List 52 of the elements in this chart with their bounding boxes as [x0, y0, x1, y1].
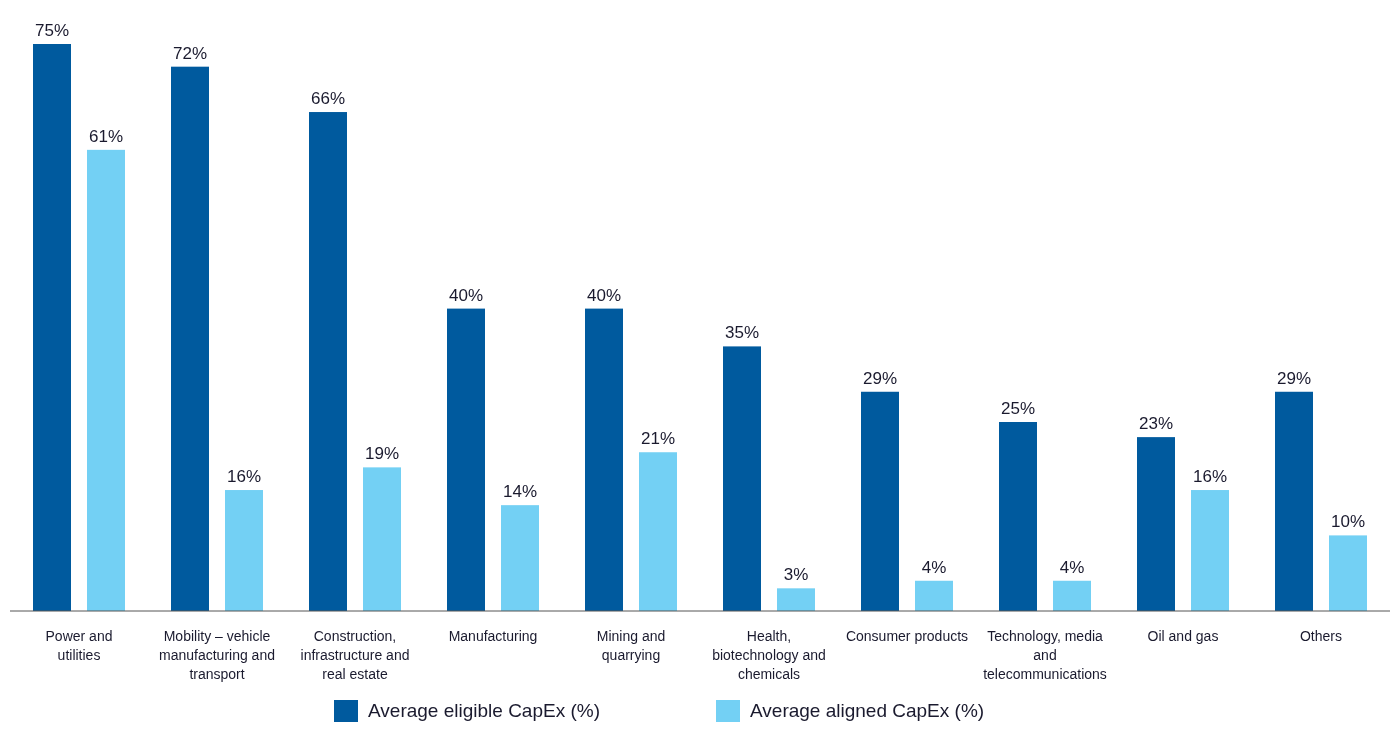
- bar: [777, 588, 815, 611]
- data-label: 10%: [1330, 512, 1366, 532]
- data-label: 19%: [364, 444, 400, 464]
- bar: [723, 346, 761, 611]
- legend-label: Average eligible CapEx (%): [368, 700, 600, 721]
- bar: [33, 44, 71, 611]
- x-tick-label: Construction, infrastructure and real estate: [300, 628, 410, 682]
- data-label: 29%: [1276, 368, 1312, 388]
- bar: [309, 112, 347, 611]
- bar: [861, 391, 899, 611]
- x-tick-label: Technology, media and telecommunications: [983, 628, 1107, 682]
- data-label: 29%: [862, 368, 898, 388]
- data-label: 61%: [88, 126, 124, 146]
- data-label: 23%: [1138, 414, 1174, 434]
- data-label: 16%: [226, 467, 262, 487]
- data-label: 14%: [502, 482, 538, 502]
- x-tick-label: Health, biotechnology and chemicals: [712, 628, 826, 682]
- data-label: 72%: [172, 43, 208, 63]
- data-label: 3%: [783, 565, 809, 585]
- bar: [585, 308, 623, 611]
- x-tick-label: Mining and quarrying: [596, 628, 666, 663]
- x-tick-label: Others: [1299, 628, 1343, 644]
- x-tick-label: Manufacturing: [448, 628, 538, 644]
- data-label: 4%: [1059, 557, 1085, 577]
- data-label: 40%: [448, 285, 484, 305]
- data-label: 40%: [586, 285, 622, 305]
- x-tick-label: Power and utilities: [45, 628, 113, 663]
- data-label: 16%: [1192, 467, 1228, 487]
- bar: [1053, 580, 1091, 611]
- data-label: 75%: [34, 21, 70, 40]
- bar: [1191, 490, 1229, 611]
- data-label: 25%: [1000, 399, 1036, 418]
- bar: [999, 422, 1037, 611]
- bar: [1329, 535, 1367, 611]
- bar: [447, 308, 485, 611]
- x-tick-label: Oil and gas: [1147, 628, 1219, 644]
- data-label: 35%: [724, 323, 760, 343]
- bar: [639, 452, 677, 611]
- x-tick-label: Consumer products: [845, 628, 969, 644]
- bar: [915, 580, 953, 611]
- bar: [1137, 437, 1175, 611]
- legend-label: Average aligned CapEx (%): [750, 700, 985, 721]
- data-label: 4%: [921, 557, 947, 577]
- data-label: 21%: [640, 429, 676, 449]
- data-label: 66%: [310, 89, 346, 109]
- x-tick-label: Mobility – vehicle manufacturing and transport: [159, 628, 275, 682]
- bar: [363, 467, 401, 611]
- bar: [225, 490, 263, 611]
- bar: [87, 149, 125, 611]
- bar: [501, 505, 539, 611]
- bar: [1275, 391, 1313, 611]
- bar: [171, 66, 209, 611]
